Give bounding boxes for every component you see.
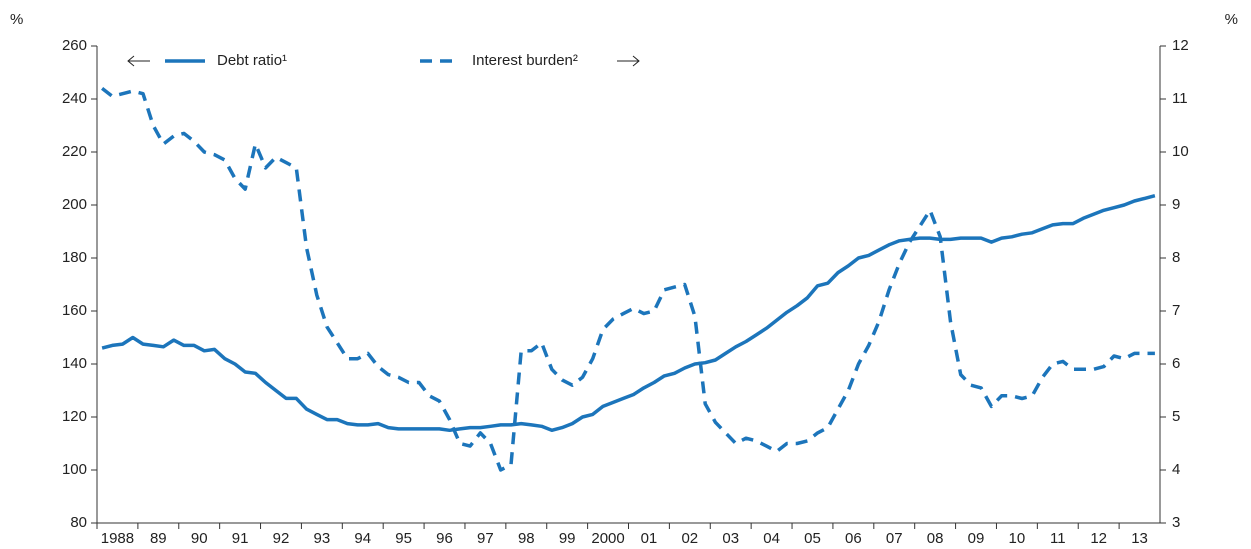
y2-tick-label: 4 (1172, 461, 1180, 478)
y2-axis-unit: % (1225, 11, 1238, 28)
x-tick-label: 08 (927, 530, 944, 547)
y2-tick-label: 12 (1172, 37, 1189, 54)
x-tick-label: 06 (845, 530, 862, 547)
x-tick-label: 1988 (101, 530, 134, 547)
y2-tick-label: 6 (1172, 355, 1180, 372)
x-tick-label: 10 (1009, 530, 1026, 547)
y-tick-label: 100 (62, 461, 87, 478)
x-tick-label: 89 (150, 530, 167, 547)
x-tick-label: 95 (395, 530, 412, 547)
y2-tick-label: 5 (1172, 408, 1180, 425)
y2-tick-label: 10 (1172, 143, 1189, 160)
x-tick-label: 01 (641, 530, 658, 547)
x-tick-label: 07 (886, 530, 903, 547)
y-tick-label: 120 (62, 408, 87, 425)
x-tick-label: 97 (477, 530, 494, 547)
y-tick-label: 140 (62, 355, 87, 372)
x-tick-label: 03 (722, 530, 739, 547)
x-tick-label: 96 (436, 530, 453, 547)
x-tick-label: 09 (968, 530, 985, 547)
series-line (101, 87, 1155, 472)
y2-tick-label: 8 (1172, 249, 1180, 266)
y2-tick-label: 11 (1172, 90, 1188, 107)
x-tick-label: 2000 (591, 530, 624, 547)
y2-tick-label: 7 (1172, 302, 1180, 319)
x-tick-label: 98 (518, 530, 535, 547)
legend-label: Debt ratio¹ (217, 52, 287, 69)
y-tick-label: 220 (62, 143, 87, 160)
x-tick-label: 04 (763, 530, 780, 547)
x-tick-label: 02 (681, 530, 698, 547)
y-tick-label: 240 (62, 90, 87, 107)
x-tick-label: 94 (354, 530, 371, 547)
x-tick-label: 11 (1050, 530, 1066, 547)
x-tick-label: 12 (1090, 530, 1107, 547)
x-tick-label: 05 (804, 530, 821, 547)
x-tick-label: 90 (191, 530, 208, 547)
legend-label: Interest burden² (472, 52, 578, 69)
y2-tick-label: 3 (1172, 514, 1180, 531)
x-tick-label: 92 (273, 530, 290, 547)
y-tick-label: 80 (70, 514, 87, 531)
x-tick-label: 13 (1131, 530, 1148, 547)
x-tick-label: 91 (232, 530, 249, 547)
y-axis-unit: % (10, 11, 23, 28)
y-tick-label: 260 (62, 37, 87, 54)
y-tick-label: 200 (62, 196, 87, 213)
series-line (101, 194, 1156, 433)
x-tick-label: 93 (314, 530, 331, 547)
y2-tick-label: 9 (1172, 196, 1180, 213)
legend-arrows (127, 55, 640, 67)
y-tick-label: 160 (62, 302, 87, 319)
y-tick-label: 180 (62, 249, 87, 266)
x-tick-label: 99 (559, 530, 576, 547)
